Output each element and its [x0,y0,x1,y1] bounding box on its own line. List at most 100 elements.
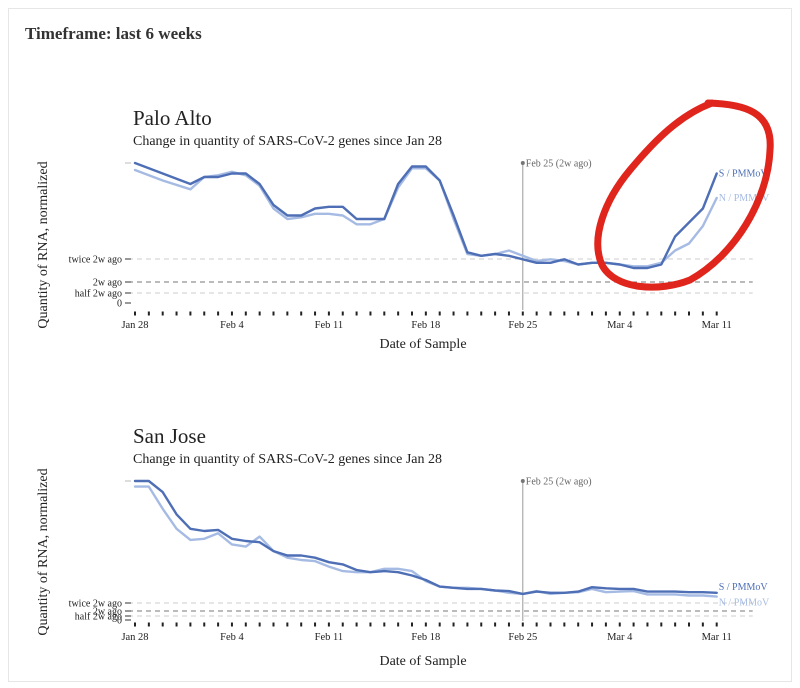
series-end-label: S / PMMoV [719,169,769,180]
palo-alto-title: Palo Alto [133,106,212,130]
x-day-tick [341,622,344,627]
x-day-tick [424,622,427,627]
x-day-tick [535,311,538,316]
x-day-tick [314,311,317,316]
x-day-tick [549,311,552,316]
series-line-n-pmmov [133,167,718,268]
x-day-tick [549,622,552,627]
x-day-tick [286,311,289,316]
x-day-tick [272,311,275,316]
x-day-tick [175,622,178,627]
x-day-tick [591,311,594,316]
x-day-tick [355,311,358,316]
x-day-tick [577,311,580,316]
x-day-tick [438,622,441,627]
reference-vline-dot [520,479,525,483]
x-tick-label: Feb 18 [411,632,440,643]
x-day-tick [147,622,150,627]
x-day-tick [134,311,136,316]
x-tick-label: Feb 25 [508,320,537,331]
x-day-tick [383,311,386,316]
reference-vline-label: Feb 25 (2w ago) [526,159,592,170]
red-circle-annotation [594,99,774,291]
x-day-tick [424,311,427,316]
san-jose-title: San Jose [133,424,206,448]
reference-vline-label: Feb 25 (2w ago) [526,477,592,488]
x-tick-label: Mar 4 [607,320,633,331]
x-day-tick [327,622,330,627]
x-day-tick [604,622,607,627]
series-end-label: N / PMMoV [719,598,770,609]
x-day-tick [715,622,718,627]
x-day-tick [147,311,150,316]
x-day-tick [674,622,677,627]
timeframe-heading: Timeframe: last 6 weeks [25,24,202,43]
reference-vline-dot [520,161,525,165]
palo-alto-subtitle: Change in quantity of SARS-CoV-2 genes s… [133,134,442,149]
x-day-tick [272,622,275,627]
x-tick-label: Feb 11 [315,320,344,331]
x-day-tick [452,622,455,627]
y-tick-label: 0 [117,299,122,310]
x-day-tick [618,622,621,627]
x-day-tick [674,311,677,316]
x-day-tick [189,622,192,627]
x-day-tick [203,311,206,316]
san-jose-subtitle: Change in quantity of SARS-CoV-2 genes s… [133,452,442,467]
x-day-tick [383,622,386,627]
x-day-tick [397,311,400,316]
x-day-tick [618,311,621,316]
x-day-tick [688,622,690,627]
x-day-tick [134,622,136,627]
x-day-tick [300,622,303,627]
x-day-tick [230,622,233,627]
x-tick-label: Feb 4 [220,632,244,643]
x-day-tick [632,311,635,316]
x-day-tick [411,622,413,627]
x-day-tick [258,311,261,316]
x-day-tick [577,622,580,627]
x-tick-label: Feb 18 [411,320,440,331]
x-day-tick [507,622,510,627]
x-day-tick [175,311,178,316]
x-day-tick [521,311,524,316]
x-day-tick [563,622,566,627]
x-tick-label: Feb 4 [220,320,244,331]
x-day-tick [217,622,220,627]
x-day-tick [341,311,344,316]
y-tick-label: 0 [117,616,122,627]
x-tick-label: Jan 28 [121,320,148,331]
x-day-tick [355,622,358,627]
x-day-tick [286,622,289,627]
series-end-label: N / PMMoV [719,193,770,204]
x-day-tick [161,622,164,627]
x-tick-label: Mar 4 [607,632,633,643]
x-day-tick [244,311,247,316]
x-day-tick [327,311,330,316]
x-day-tick [466,622,469,627]
x-day-tick [632,622,635,627]
x-day-tick [494,311,497,316]
san-jose-xlabel: Date of Sample [379,654,466,669]
x-day-tick [230,311,233,316]
x-day-tick [397,622,400,627]
x-day-tick [715,311,718,316]
x-tick-label: Feb 25 [508,632,537,643]
x-day-tick [480,311,483,316]
y-tick-label: twice 2w ago [69,599,122,610]
x-day-tick [203,622,206,627]
y-tick-label: 2w ago [93,278,122,289]
x-day-tick [660,311,663,316]
x-day-tick [161,311,164,316]
x-day-tick [507,311,510,316]
x-day-tick [646,622,649,627]
san-jose-ylabel: Quantity of RNA, normalized [36,468,51,635]
y-tick-label: half 2w ago [75,289,122,300]
x-tick-label: Mar 11 [702,320,732,331]
x-day-tick [411,311,413,316]
palo-alto-xlabel: Date of Sample [379,337,466,352]
x-tick-label: Feb 11 [315,632,344,643]
